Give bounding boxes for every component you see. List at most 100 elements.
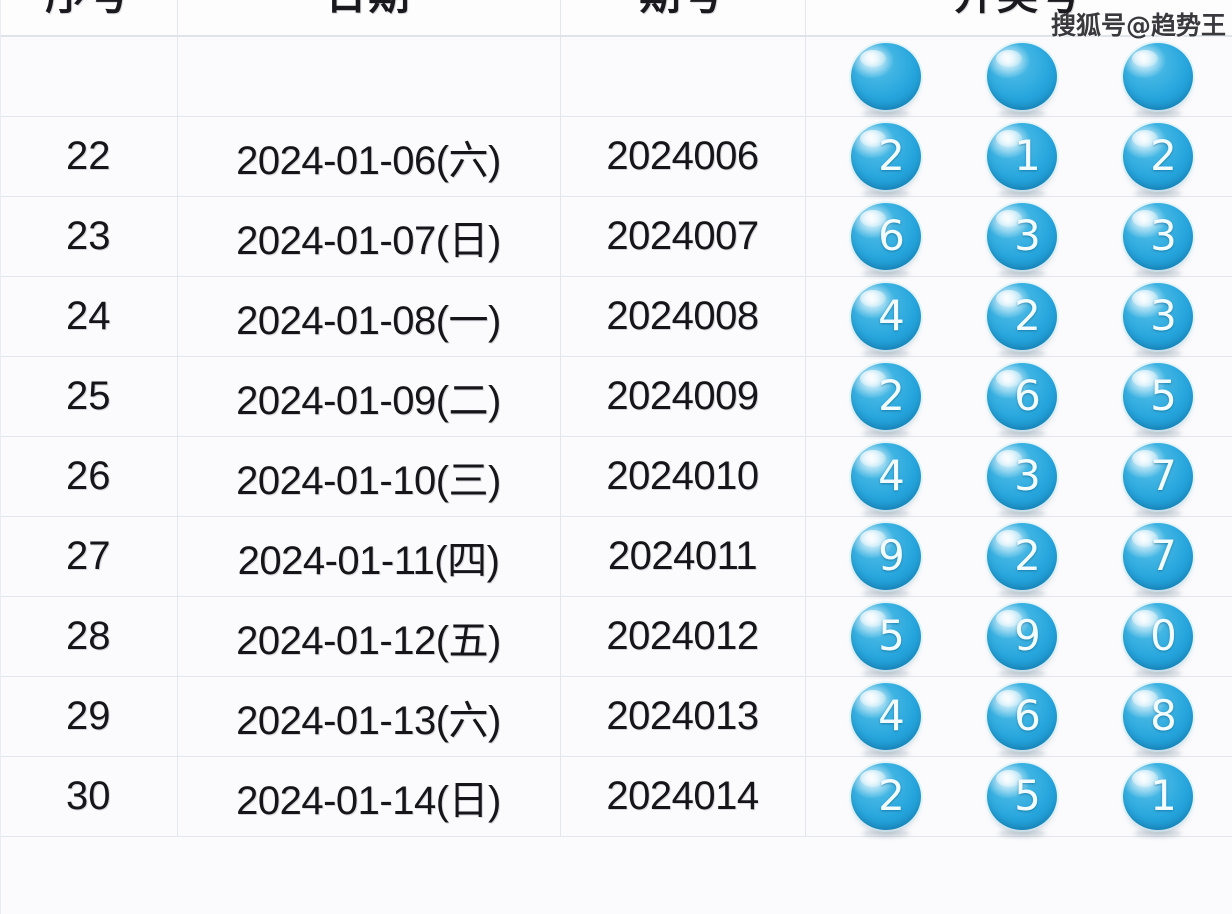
cell-draw-numbers: 2 5 1	[805, 756, 1232, 837]
cell-sequence: 25	[0, 356, 178, 437]
draw-ball: 7	[1122, 523, 1193, 590]
table-row: 26 2024-01-10(三) 2024010 4 3 7	[0, 436, 1232, 517]
draw-ball-number: 8	[1150, 690, 1177, 740]
draw-ball-slot: 6	[986, 363, 1057, 437]
draw-ball-slot: 2	[986, 283, 1057, 357]
column-header-date: 日期	[177, 0, 561, 37]
cell-draw-numbers: 4 3 7	[805, 436, 1232, 517]
draw-ball: 9	[850, 523, 921, 590]
cell-issue: 2024010	[560, 436, 806, 517]
draw-ball: 3	[986, 203, 1057, 270]
draw-ball-slot: 0	[1122, 603, 1193, 677]
draw-ball-number: 2	[878, 770, 905, 820]
draw-ball: 1	[1122, 763, 1193, 830]
draw-ball-slot	[986, 43, 1057, 117]
draw-ball-slot: 3	[1122, 203, 1193, 277]
draw-ball-slot	[1122, 43, 1193, 117]
draw-ball: 2	[986, 523, 1057, 590]
draw-ball-slot: 2	[850, 123, 921, 197]
draw-ball-number: 2	[1150, 130, 1177, 180]
lottery-results-table: 序号 日期 期号 开奖号 222024-01-06(六)202400621223…	[0, 0, 1232, 837]
draw-ball: 4	[850, 683, 921, 750]
draw-ball-group: 4 2 3	[806, 277, 1232, 357]
draw-ball-number: 1	[1014, 130, 1041, 180]
cell-sequence: 24	[0, 276, 178, 357]
table-row: 24 2024-01-08(一) 2024008 4 2 3	[0, 276, 1232, 357]
draw-ball-shadow	[1133, 590, 1182, 597]
draw-ball-number: 4	[878, 450, 905, 500]
draw-ball-shadow	[1133, 270, 1182, 277]
draw-ball: 8	[1122, 683, 1193, 750]
header-row: 序号 日期 期号 开奖号	[0, 0, 1232, 37]
cell-draw-numbers: 2 1 2	[805, 116, 1232, 197]
table-header: 序号 日期 期号 开奖号	[0, 0, 1232, 37]
draw-ball: 4	[850, 443, 921, 510]
draw-ball-group: 6 3 3	[806, 197, 1232, 277]
draw-ball-shadow	[1133, 190, 1182, 197]
draw-ball-number: 9	[1014, 610, 1041, 660]
draw-ball: 6	[986, 363, 1057, 430]
draw-ball-number: 5	[878, 610, 905, 660]
draw-ball-slot: 2	[850, 763, 921, 837]
draw-ball: 3	[1122, 283, 1193, 350]
draw-ball-group: 4 6 8	[806, 677, 1232, 757]
draw-ball: 2	[850, 763, 921, 830]
draw-ball: 1	[986, 123, 1057, 190]
draw-ball: 3	[986, 443, 1057, 510]
draw-ball-number: 4	[878, 290, 905, 340]
draw-ball-slot: 4	[850, 283, 921, 357]
draw-ball-shadow	[1133, 430, 1182, 437]
draw-ball-slot: 6	[986, 683, 1057, 757]
column-header-sequence: 序号	[0, 0, 178, 37]
draw-ball: 7	[1122, 443, 1193, 510]
draw-ball-number: 6	[1014, 370, 1041, 420]
draw-ball-slot: 9	[850, 523, 921, 597]
cell-issue: 2024007	[560, 196, 806, 277]
draw-ball-number: 3	[1150, 290, 1177, 340]
draw-ball: 5	[1122, 363, 1193, 430]
table-row: 25 2024-01-09(二) 2024009 2 6 5	[0, 356, 1232, 437]
cell-date: 2024-01-08(一)	[177, 276, 561, 357]
draw-ball: 2	[986, 283, 1057, 350]
draw-ball-number: 3	[1014, 450, 1041, 500]
cell-sequence: 26	[0, 436, 178, 517]
draw-ball-group: 2 1 2	[806, 117, 1232, 197]
draw-ball-number: 6	[1014, 690, 1041, 740]
cell-issue: 2024009	[560, 356, 806, 437]
draw-ball-slot: 5	[986, 763, 1057, 837]
draw-ball-shadow	[997, 270, 1046, 277]
cell-date: 2024-01-14(日)	[177, 756, 561, 837]
draw-ball-slot: 9	[986, 603, 1057, 677]
cell-issue: 2024006	[560, 116, 806, 197]
table-row-clipped	[0, 36, 1232, 117]
draw-ball-number: 4	[878, 690, 905, 740]
cell-draw-numbers	[805, 36, 1232, 117]
draw-ball-slot: 2	[986, 523, 1057, 597]
cell-date: 2024-01-10(三)	[177, 436, 561, 517]
draw-ball-shadow	[1133, 830, 1182, 837]
draw-ball: 3	[1122, 203, 1193, 270]
draw-ball: 2	[1122, 123, 1193, 190]
cell-issue: 2024012	[560, 596, 806, 677]
draw-ball-number: 3	[1150, 210, 1177, 260]
draw-ball-shadow	[997, 110, 1046, 117]
draw-ball-shadow	[861, 750, 910, 757]
cell-date: 2024-01-12(五)	[177, 596, 561, 677]
draw-ball-group: 2 5 1	[806, 757, 1232, 837]
draw-ball-shadow	[861, 270, 910, 277]
draw-ball-number: 5	[1014, 770, 1041, 820]
draw-ball-shadow	[861, 670, 910, 677]
draw-ball: 0	[1122, 603, 1193, 670]
cell-sequence: 27	[0, 516, 178, 597]
draw-ball-shadow	[1133, 110, 1182, 117]
draw-ball-number: 2	[1014, 530, 1041, 580]
cell-draw-numbers: 4 2 3	[805, 276, 1232, 357]
draw-ball-number: 3	[1014, 210, 1041, 260]
table-row: 29 2024-01-13(六) 2024013 4 6 8	[0, 676, 1232, 757]
cell-date	[177, 36, 561, 117]
draw-ball	[850, 43, 921, 110]
draw-ball-group	[806, 37, 1232, 117]
draw-ball-number: 7	[1150, 530, 1177, 580]
draw-ball-slot: 8	[1122, 683, 1193, 757]
